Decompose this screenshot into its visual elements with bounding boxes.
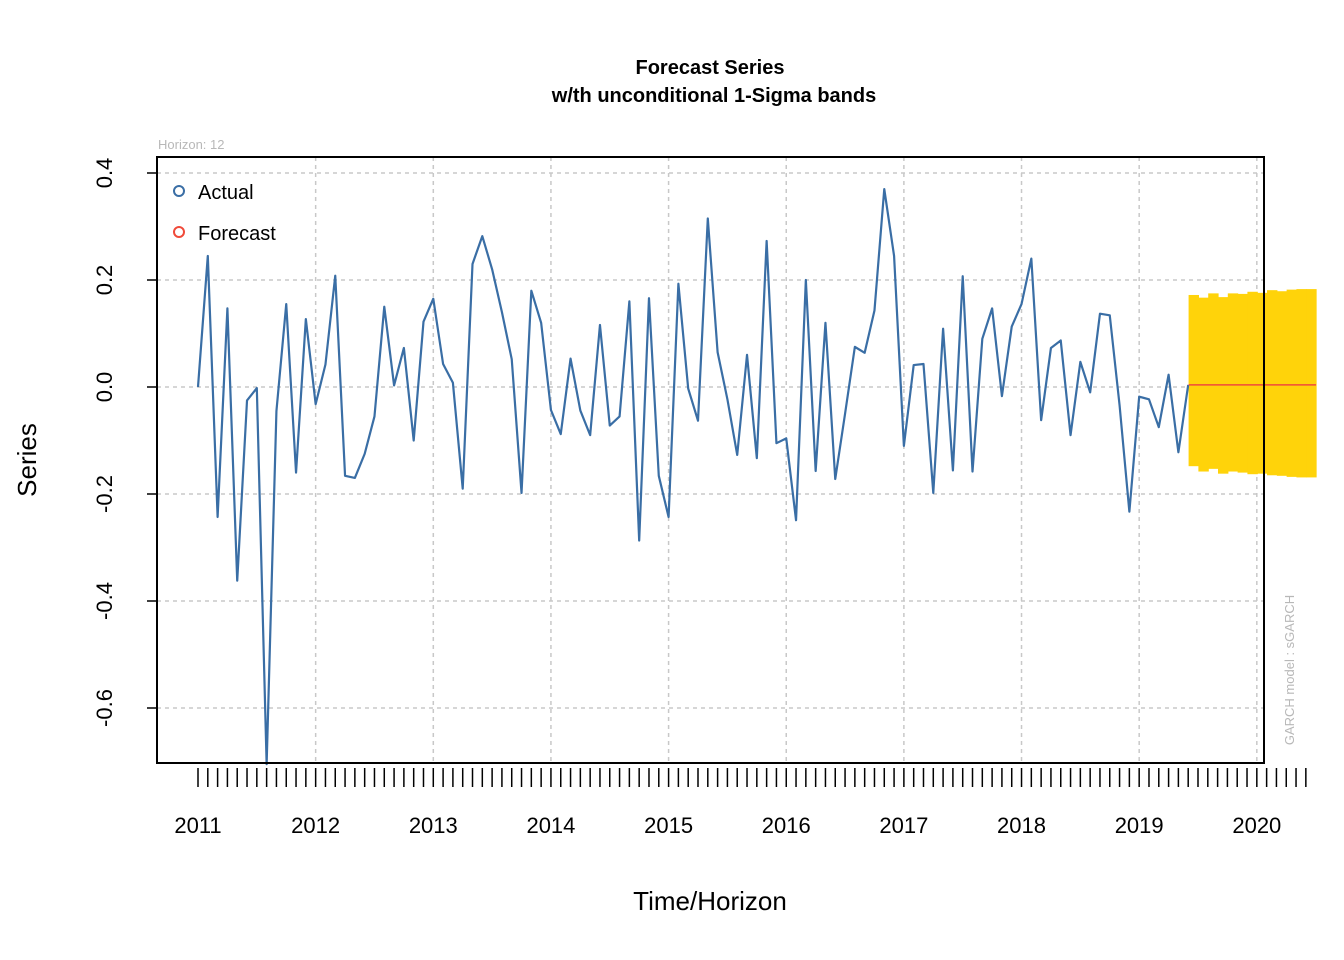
band-segment (1257, 292, 1268, 474)
band-segment (1247, 291, 1258, 475)
band-segment (1286, 289, 1298, 477)
x-tick-label: 2020 (1232, 813, 1281, 838)
y-tick-label: -0.6 (92, 689, 117, 727)
x-axis: 2011 2012 2013 2014 2015 2016 2017 2018 2019 2020 (174, 768, 1307, 838)
series-lines (196, 187, 1317, 766)
legend-marker-forecast (173, 226, 185, 238)
model-note: GARCH model : sGARCH (1282, 595, 1297, 745)
band-segment (1306, 289, 1317, 478)
y-tick-label: 0.0 (92, 372, 117, 403)
band-segment (1267, 290, 1278, 476)
y-axis: -0.6 -0.4 -0.2 0.0 0.2 0.4 (92, 158, 157, 727)
x-tick-label: 2011 (174, 813, 221, 838)
band-segment (1276, 291, 1288, 476)
sigma-band (1188, 289, 1317, 478)
x-tick-label: 2014 (526, 813, 575, 838)
x-tick-label: 2019 (1115, 813, 1164, 838)
band-segment (1227, 293, 1239, 472)
legend-label-forecast: Forecast (198, 223, 276, 245)
band-segment (1296, 289, 1307, 478)
chart-title: Forecast Series (636, 57, 785, 79)
band-segment (1237, 293, 1249, 473)
x-tick-label: 2018 (997, 813, 1046, 838)
band-segment (1188, 294, 1199, 467)
band-segment (1208, 293, 1219, 469)
legend: Actual Forecast (173, 182, 276, 245)
x-tick-label: 2013 (409, 813, 458, 838)
y-axis-label: Series (12, 423, 42, 497)
x-tick-label: 2016 (762, 813, 811, 838)
x-axis-label: Time/Horizon (633, 886, 787, 916)
grid-lines (157, 157, 1264, 763)
x-tick-label: 2017 (879, 813, 928, 838)
legend-marker-actual (173, 185, 185, 197)
x-tick-label: 2012 (291, 813, 340, 838)
plot-frame (156, 156, 1265, 764)
legend-label-actual: Actual (198, 182, 254, 204)
y-tick-label: 0.4 (92, 158, 117, 189)
x-tick-label: 2015 (644, 813, 693, 838)
y-tick-label: -0.4 (92, 582, 117, 620)
y-tick-label: 0.2 (92, 265, 117, 296)
horizon-note: Horizon: 12 (158, 137, 224, 152)
chart-subtitle: w/th unconditional 1-Sigma bands (551, 85, 876, 107)
y-tick-label: -0.2 (92, 475, 117, 513)
actual-series-line (196, 187, 1190, 766)
